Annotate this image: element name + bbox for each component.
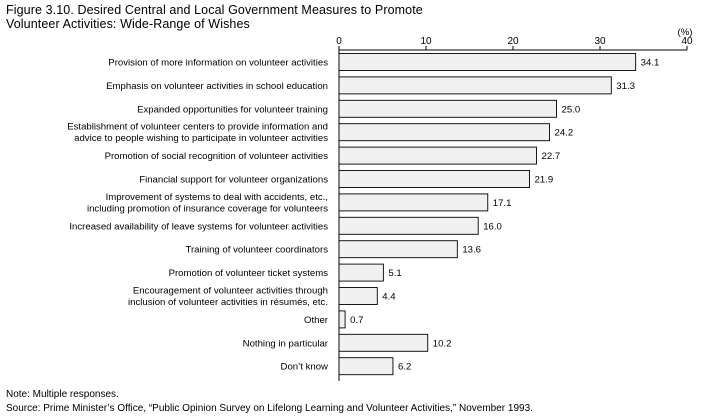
x-tick-label: 30 xyxy=(594,36,606,47)
category-label: including promotion of insurance coverag… xyxy=(87,203,328,214)
bar xyxy=(338,310,346,329)
bar xyxy=(338,146,537,165)
x-tick-label: 0 xyxy=(336,36,342,47)
x-tick-label: 40 xyxy=(681,36,693,47)
bar-value-label: 10.2 xyxy=(433,338,452,349)
category-label: Encouragement of volunteer activities th… xyxy=(133,286,328,297)
bar xyxy=(338,263,384,282)
bar-value-label: 17.1 xyxy=(493,198,512,209)
bar-value-label: 22.7 xyxy=(541,151,560,162)
category-label: Training of volunteer coordinators xyxy=(185,245,328,256)
category-label: advice to people wishing to participate … xyxy=(74,133,328,144)
category-label: Promotion of social recognition of volun… xyxy=(105,151,329,162)
category-label: Other xyxy=(304,315,329,326)
chart-title-line-1: Figure 3.10. Desired Central and Local G… xyxy=(6,3,423,17)
bar-value-label: 13.6 xyxy=(462,245,481,256)
category-label: Increased availability of leave systems … xyxy=(69,221,328,232)
category-label: Promotion of volunteer ticket systems xyxy=(169,268,329,279)
category-label: Expanded opportunities for volunteer tra… xyxy=(137,104,328,115)
chart-notes: Note: Multiple responses. Source: Prime … xyxy=(6,388,533,416)
bar-value-label: 31.3 xyxy=(616,81,635,92)
bar-value-label: 5.1 xyxy=(388,268,401,279)
bar xyxy=(338,170,530,188)
chart-title-line-2: Volunteer Activities: Wide-Range of Wish… xyxy=(6,16,250,31)
bar xyxy=(338,216,479,235)
bar-value-label: 4.4 xyxy=(382,292,396,303)
category-label: Provision of more information on volunte… xyxy=(108,58,328,69)
category-label: Improvement of systems to deal with acci… xyxy=(106,192,328,203)
bar-value-label: 0.7 xyxy=(350,315,363,326)
category-label: Emphasis on volunteer activities in scho… xyxy=(106,81,328,92)
category-label: Don’t know xyxy=(281,362,329,373)
x-tick-label: 10 xyxy=(420,36,432,47)
bar xyxy=(338,333,429,352)
bar-value-label: 16.0 xyxy=(483,221,502,232)
category-label: inclusion of volunteer activities in rés… xyxy=(128,297,328,308)
bar-value-label: 6.2 xyxy=(398,362,411,373)
category-label: Establishment of volunteer centers to pr… xyxy=(67,122,328,133)
x-tick-label: 20 xyxy=(507,36,519,47)
note-text: Note: Multiple responses. xyxy=(6,389,119,400)
bar-value-label: 34.1 xyxy=(641,58,660,69)
unit-label: (%) xyxy=(678,27,693,38)
bar xyxy=(338,123,550,142)
source-text: Source: Prime Minister’s Office, “Public… xyxy=(6,403,533,414)
chart-title: Figure 3.10. Desired Central and Local G… xyxy=(6,3,423,31)
bar xyxy=(338,53,637,71)
bar xyxy=(338,99,557,118)
bar-value-label: 24.2 xyxy=(555,128,574,139)
category-label: Nothing in particular xyxy=(243,338,329,349)
bar xyxy=(338,76,612,95)
bar-value-label: 25.0 xyxy=(562,104,581,115)
bar xyxy=(338,240,458,259)
bar xyxy=(338,357,394,376)
category-label: Financial support for volunteer organiza… xyxy=(139,175,328,186)
bar-value-label: 21.9 xyxy=(535,175,554,186)
bar xyxy=(338,287,378,305)
bar xyxy=(338,193,489,212)
